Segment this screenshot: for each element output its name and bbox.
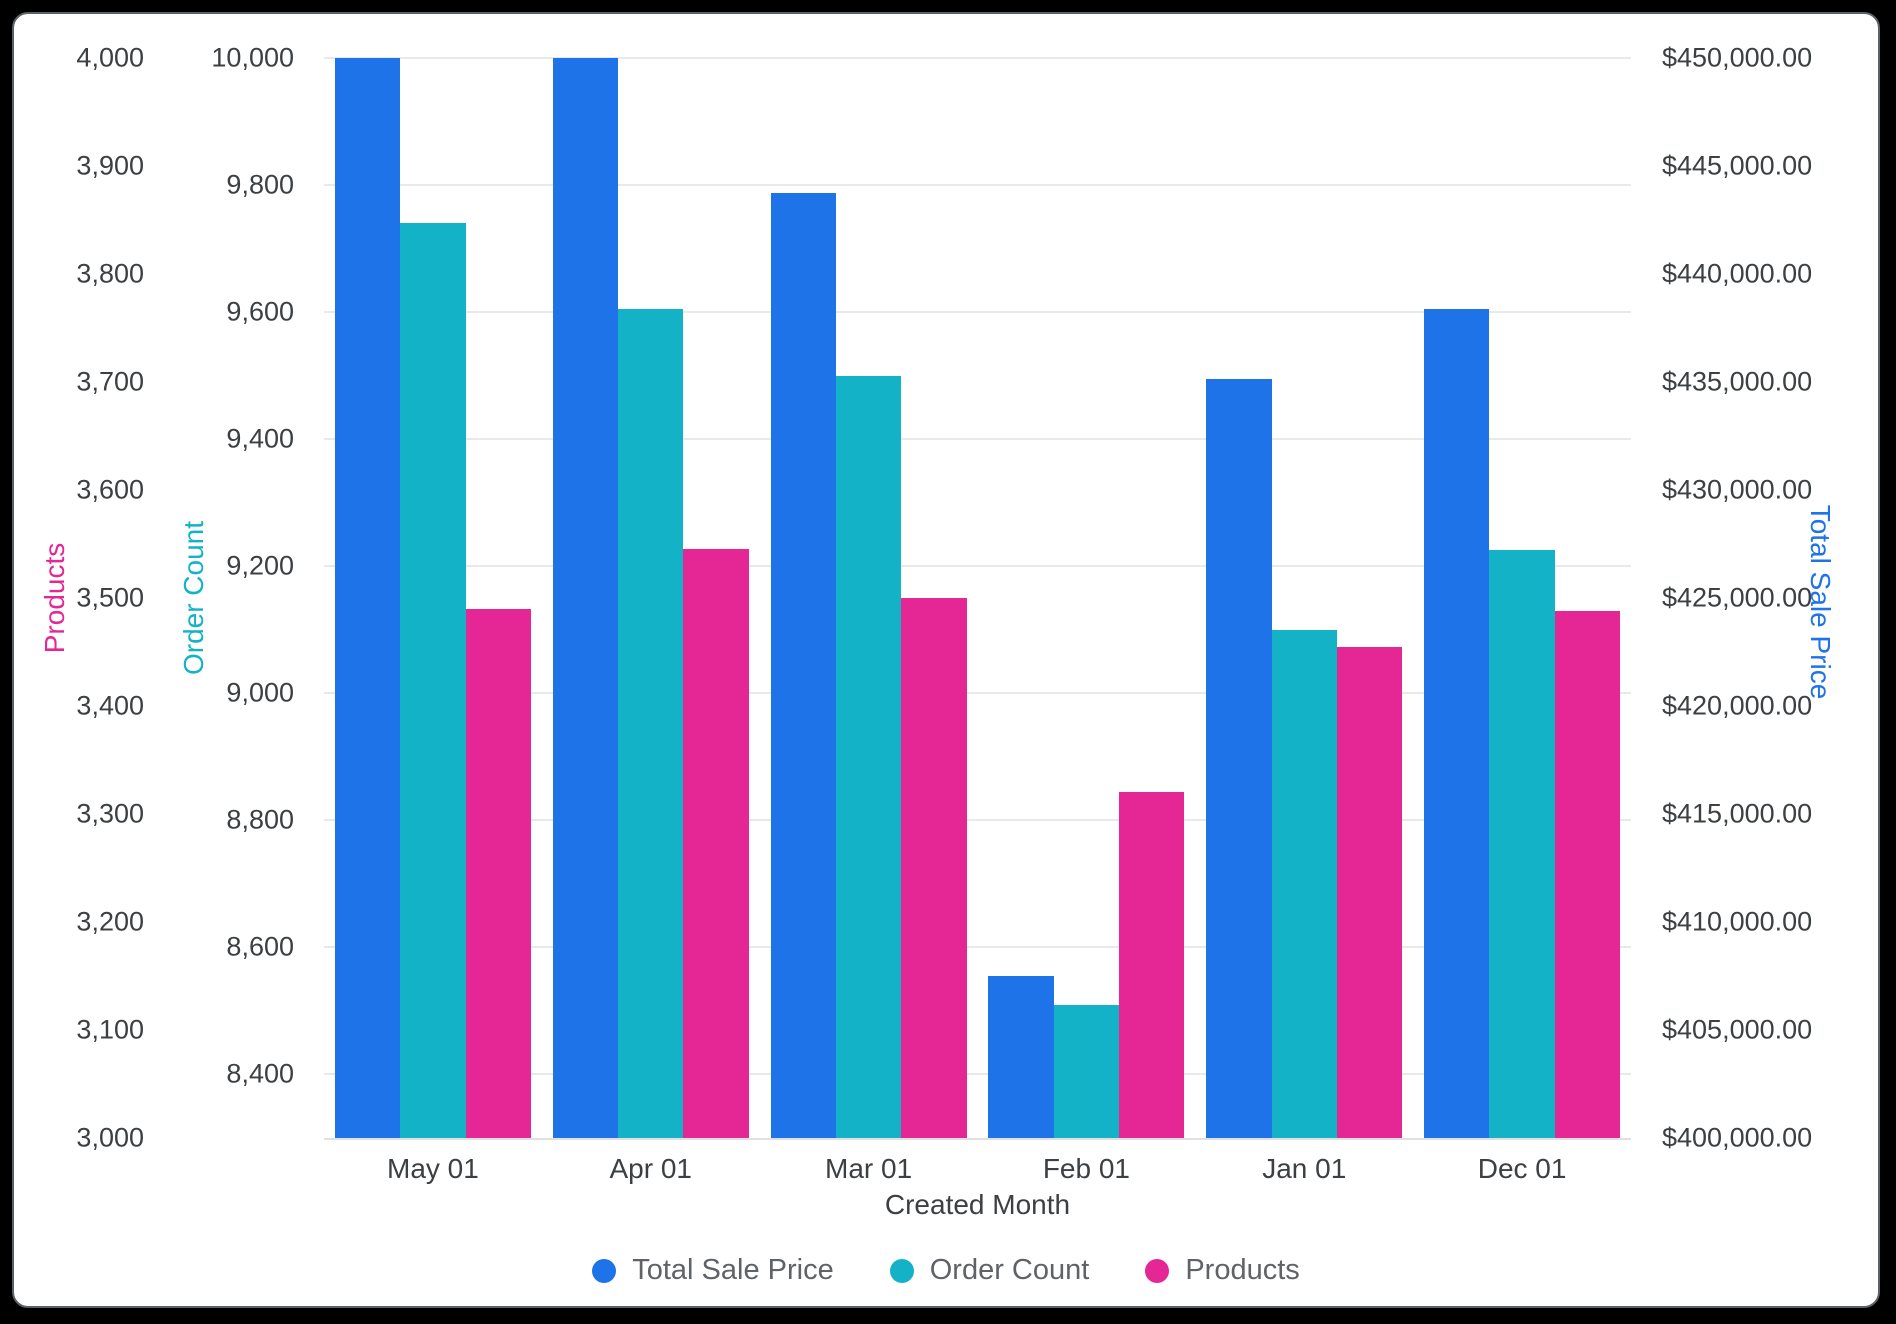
total-sale-price-axis-tick: $410,000.00 <box>1662 906 1813 937</box>
legend-item-products[interactable]: Products <box>1145 1254 1300 1286</box>
bar-products-may-01[interactable] <box>465 608 531 1138</box>
gridline <box>324 819 1631 822</box>
x-axis-tick-jan-01: Jan 01 <box>1262 1153 1347 1184</box>
bar-products-jan-01[interactable] <box>1336 646 1403 1138</box>
plot-area <box>324 57 1631 1140</box>
bar-total-sale-price-apr-01[interactable] <box>552 58 619 1138</box>
order-count-axis-title: Order Count <box>178 520 209 676</box>
total-sale-price-axis-title: Total Sale Price <box>1805 504 1836 700</box>
order-count-axis-tick: 9,000 <box>226 677 294 708</box>
legend-label: Order Count <box>929 1254 1090 1286</box>
total-sale-price-axis-tick: $450,000.00 <box>1662 42 1813 73</box>
total-sale-price-axis-tick: $415,000.00 <box>1662 798 1813 829</box>
bar-total-sale-price-dec-01[interactable] <box>1424 308 1490 1138</box>
products-axis-tick: 3,900 <box>76 150 144 181</box>
order-count-axis-tick: 9,400 <box>226 423 294 454</box>
gridline <box>324 438 1631 441</box>
total-sale-price-axis-tick: $400,000.00 <box>1662 1122 1813 1153</box>
total-sale-price-axis-tick: $425,000.00 <box>1662 582 1813 613</box>
x-axis-tick-apr-01: Apr 01 <box>609 1153 693 1184</box>
legend-swatch-icon <box>1145 1258 1170 1283</box>
bar-products-mar-01[interactable] <box>901 598 967 1138</box>
bar-total-sale-price-jan-01[interactable] <box>1206 378 1272 1138</box>
total-sale-price-axis-tick: $440,000.00 <box>1662 258 1813 289</box>
bar-total-sale-price-feb-01[interactable] <box>988 976 1054 1138</box>
gridline <box>324 1073 1631 1076</box>
order-count-axis-tick: 10,000 <box>211 42 294 73</box>
bar-products-dec-01[interactable] <box>1554 610 1621 1138</box>
total-sale-price-axis-tick: $445,000.00 <box>1662 150 1813 181</box>
legend: Total Sale Price Order Count Products <box>14 1256 1878 1285</box>
products-axis-tick: 3,500 <box>76 582 144 613</box>
total-sale-price-axis-tick: $420,000.00 <box>1662 690 1813 721</box>
bar-order-count-apr-01[interactable] <box>618 308 684 1138</box>
total-sale-price-axis-tick: $430,000.00 <box>1662 474 1813 505</box>
legend-swatch-icon <box>889 1258 914 1283</box>
x-axis-tick-dec-01: Dec 01 <box>1477 1153 1567 1184</box>
products-axis-tick: 3,800 <box>76 258 144 289</box>
gridline <box>324 311 1631 314</box>
gridline <box>324 57 1631 59</box>
order-count-axis-tick: 8,800 <box>226 804 294 835</box>
products-axis-tick: 3,700 <box>76 366 144 397</box>
bar-order-count-dec-01[interactable] <box>1489 550 1555 1138</box>
gridline <box>324 946 1631 949</box>
legend-label: Products <box>1185 1254 1300 1286</box>
gridline <box>324 565 1631 568</box>
x-axis-line <box>324 1138 1631 1140</box>
gridline <box>324 184 1631 187</box>
bar-total-sale-price-mar-01[interactable] <box>770 193 836 1138</box>
bar-order-count-may-01[interactable] <box>400 223 466 1138</box>
bar-total-sale-price-may-01[interactable] <box>334 58 401 1138</box>
total-sale-price-axis-tick: $405,000.00 <box>1662 1014 1813 1045</box>
order-count-axis-tick: 9,600 <box>226 296 294 327</box>
order-count-axis-tick: 9,800 <box>226 169 294 200</box>
bar-products-feb-01[interactable] <box>1119 792 1185 1138</box>
products-axis-tick: 3,000 <box>76 1122 144 1153</box>
order-count-axis-tick: 8,400 <box>226 1058 294 1089</box>
gridline <box>324 692 1631 695</box>
x-axis-tick-mar-01: Mar 01 <box>825 1153 913 1184</box>
products-axis-tick: 3,300 <box>76 798 144 829</box>
x-axis-tick-may-01: May 01 <box>386 1153 479 1184</box>
products-axis-tick: 3,100 <box>76 1014 144 1045</box>
legend-swatch-icon <box>592 1258 617 1283</box>
bar-products-apr-01[interactable] <box>683 549 749 1138</box>
products-axis-tick: 3,200 <box>76 906 144 937</box>
bar-order-count-jan-01[interactable] <box>1271 629 1337 1138</box>
legend-item-order-count[interactable]: Order Count <box>889 1254 1090 1286</box>
products-axis-title: Products <box>39 542 70 654</box>
products-axis-tick: 4,000 <box>76 42 144 73</box>
x-axis-title: Created Month <box>884 1189 1071 1220</box>
x-axis-tick-feb-01: Feb 01 <box>1042 1153 1130 1184</box>
legend-label: Total Sale Price <box>632 1254 834 1286</box>
products-axis-tick: 3,400 <box>76 690 144 721</box>
chart-card: 4,000 3,900 3,800 3,700 3,600 3,500 3,400 3,300… <box>12 12 1880 1308</box>
bar-order-count-feb-01[interactable] <box>1053 1004 1120 1138</box>
products-axis-tick: 3,600 <box>76 474 144 505</box>
bar-order-count-mar-01[interactable] <box>835 375 902 1138</box>
legend-item-total-sale-price[interactable]: Total Sale Price <box>592 1256 834 1285</box>
order-count-axis-tick: 9,200 <box>226 550 294 581</box>
order-count-axis-tick: 8,600 <box>226 931 294 962</box>
total-sale-price-axis-tick: $435,000.00 <box>1662 366 1813 397</box>
